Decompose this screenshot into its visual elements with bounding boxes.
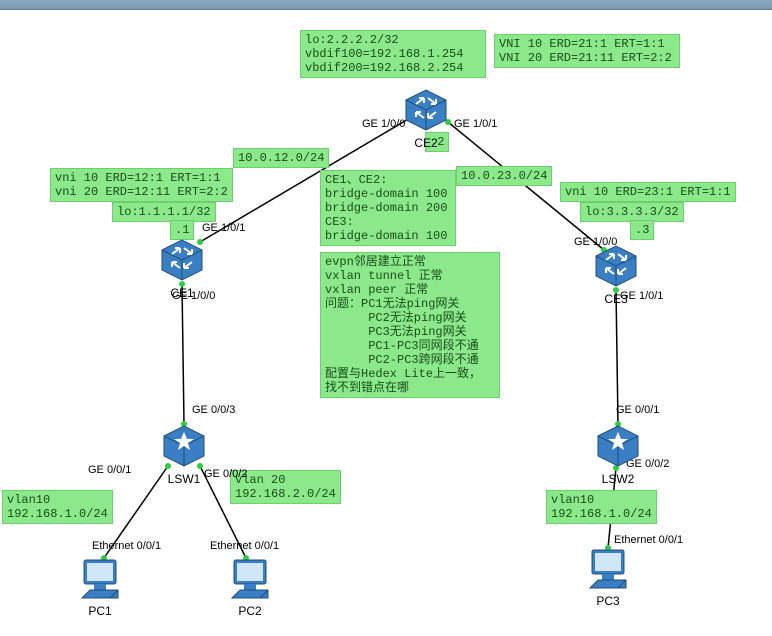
switch-lsw2[interactable]: LSW2: [594, 422, 642, 470]
pc-icon: [76, 554, 124, 602]
note-link23: 10.0.23.0/24: [456, 166, 552, 186]
device-label: LSW1: [140, 472, 228, 486]
note-link12: 10.0.12.0/24: [233, 148, 329, 168]
note-ce3-lo: lo:3.3.3.3/32: [580, 202, 684, 222]
router-icon: [592, 242, 640, 290]
note-ce3-vni: vni 10 ERD=23:1 ERT=1:1: [560, 182, 736, 202]
device-label: PC2: [206, 604, 294, 618]
note-ce2-lo: lo:2.2.2.2/32 vbdif100=192.168.1.254 vbd…: [300, 30, 486, 78]
device-label: CE3: [572, 292, 660, 306]
pc-icon: [226, 554, 274, 602]
note-ce3-dot3: .3: [630, 220, 654, 240]
note-problem: evpn邻居建立正常 vxlan tunnel 正常 vxlan peer 正常…: [320, 252, 500, 398]
iflabel-ce2-ge100: GE 1/0/0: [362, 118, 405, 130]
iflabel-lsw2-ge001: GE 0/0/1: [616, 404, 659, 416]
iflabel-ce2-ge101: GE 1/0/1: [454, 118, 497, 130]
router-icon: [402, 86, 450, 134]
router-icon: [158, 236, 206, 284]
router-ce3[interactable]: CE3: [592, 242, 640, 290]
device-label: CE1: [138, 286, 226, 300]
pc-pc1[interactable]: PC1: [76, 554, 124, 602]
iflabel-lsw1-ge003: GE 0/0/3: [192, 404, 235, 416]
switch-icon: [160, 422, 208, 470]
switch-lsw1[interactable]: LSW1: [160, 422, 208, 470]
pc-pc3[interactable]: PC3: [584, 544, 632, 592]
topology-canvas: lo:2.2.2.2/32 vbdif100=192.168.1.254 vbd…: [0, 10, 772, 636]
iflabel-pc2-eth: Ethernet 0/0/1: [210, 540, 279, 552]
note-vlan10-left: vlan10 192.168.1.0/24: [2, 490, 113, 524]
note-vlan10-right: vlan10 192.168.1.0/24: [546, 490, 657, 524]
router-ce1[interactable]: CE1: [158, 236, 206, 284]
note-ce1-vni: vni 10 ERD=12:1 ERT=1:1 vni 20 ERD=12:11…: [50, 168, 233, 202]
device-label: CE2: [382, 136, 470, 150]
switch-icon: [594, 422, 642, 470]
title-bar: [0, 0, 772, 10]
iflabel-pc1-eth: Ethernet 0/0/1: [92, 540, 161, 552]
device-label: PC1: [56, 604, 144, 618]
note-bridge-domain: CE1、CE2: bridge-domain 100 bridge-domain…: [320, 170, 456, 246]
device-label: LSW2: [574, 472, 662, 486]
note-ce1-lo: lo:1.1.1.1/32: [112, 202, 216, 222]
note-ce2-vni: VNI 10 ERD=21:1 ERT=1:1 VNI 20 ERD=21:11…: [494, 34, 680, 68]
iflabel-ce1-ge101: GE 1/0/1: [202, 222, 245, 234]
device-label: PC3: [564, 594, 652, 608]
pc-pc2[interactable]: PC2: [226, 554, 274, 602]
pc-icon: [584, 544, 632, 592]
iflabel-lsw1-ge001: GE 0/0/1: [88, 464, 131, 476]
router-ce2[interactable]: CE2: [402, 86, 450, 134]
